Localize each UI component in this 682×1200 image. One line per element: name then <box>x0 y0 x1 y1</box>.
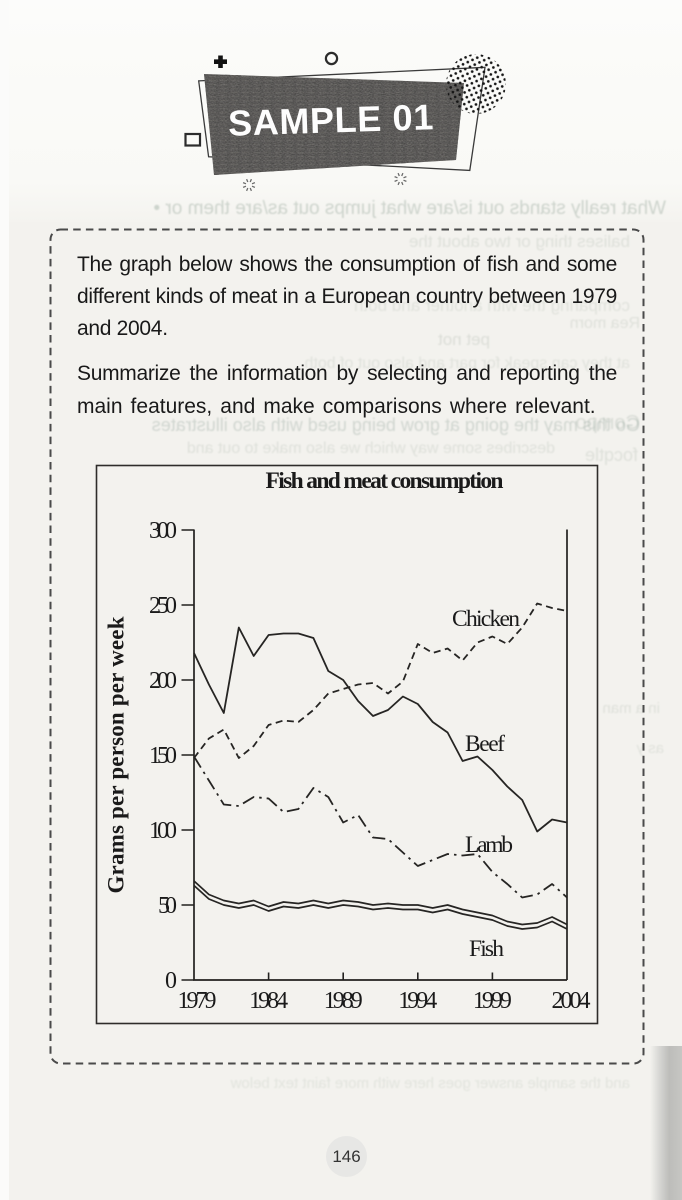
svg-text:Lamb: Lamb <box>465 832 513 858</box>
svg-text:300: 300 <box>149 518 177 544</box>
svg-text:0: 0 <box>165 968 177 994</box>
svg-text:1994: 1994 <box>398 988 437 1014</box>
svg-text:1984: 1984 <box>249 988 288 1014</box>
svg-text:150: 150 <box>149 743 177 769</box>
svg-text:100: 100 <box>149 818 177 844</box>
svg-text:250: 250 <box>149 593 177 619</box>
svg-text:Chicken: Chicken <box>452 606 520 632</box>
svg-text:Fish and meat consumption: Fish and meat consumption <box>266 468 504 494</box>
svg-text:Grams per person per week: Grams per person per week <box>104 616 129 893</box>
svg-text:SAMPLE 01: SAMPLE 01 <box>227 96 434 143</box>
svg-text:Beef: Beef <box>465 731 505 757</box>
svg-text:50: 50 <box>158 893 177 919</box>
svg-text:1979: 1979 <box>178 988 217 1014</box>
svg-text:1999: 1999 <box>473 988 512 1014</box>
svg-text:2004: 2004 <box>552 988 591 1014</box>
svg-text:1989: 1989 <box>324 988 363 1014</box>
svg-text:Fish: Fish <box>469 936 504 962</box>
svg-text:200: 200 <box>149 668 177 694</box>
